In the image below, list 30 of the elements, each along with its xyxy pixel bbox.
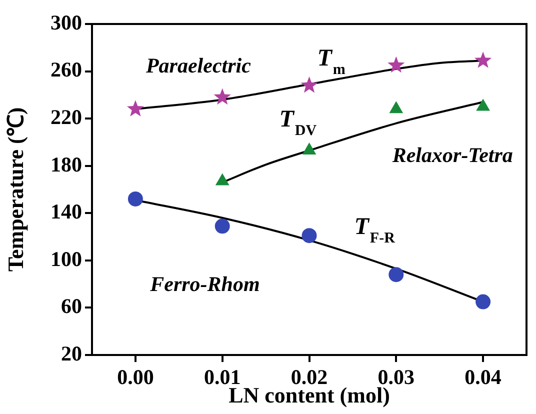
x-tick-label: 0.00: [117, 365, 154, 390]
y-tick-label: 100: [50, 246, 82, 271]
annotation: Paraelectric: [144, 53, 252, 78]
annotation: Relaxor-Tetra: [391, 142, 513, 167]
point: [476, 294, 491, 310]
y-tick-label: 180: [50, 152, 82, 176]
y-tick-label: 20: [61, 341, 82, 366]
point: [214, 218, 230, 234]
y-tick-label: 260: [50, 58, 82, 82]
x-tick-label: 0.02: [290, 365, 328, 390]
annotation: Ferro-Rhom: [149, 272, 260, 296]
point: [128, 191, 143, 206]
point: [388, 267, 404, 282]
point: [390, 102, 403, 114]
point: [474, 52, 492, 68]
point: [126, 100, 144, 116]
y-tick-label: 140: [50, 200, 82, 224]
point: [302, 228, 317, 244]
y-tick-label: 60: [61, 294, 82, 318]
x-tick-label: 0.04: [464, 365, 502, 390]
point: [476, 99, 490, 111]
y-axis-title: Temperature (℃): [2, 107, 28, 272]
y-tick-label: 300: [50, 10, 82, 34]
y-tick-label: 220: [50, 104, 82, 129]
point: [300, 76, 318, 93]
point: [388, 56, 405, 73]
point: [214, 88, 231, 105]
point: [302, 142, 316, 154]
point: [216, 174, 229, 186]
x-tick-label: 0.01: [204, 365, 241, 390]
